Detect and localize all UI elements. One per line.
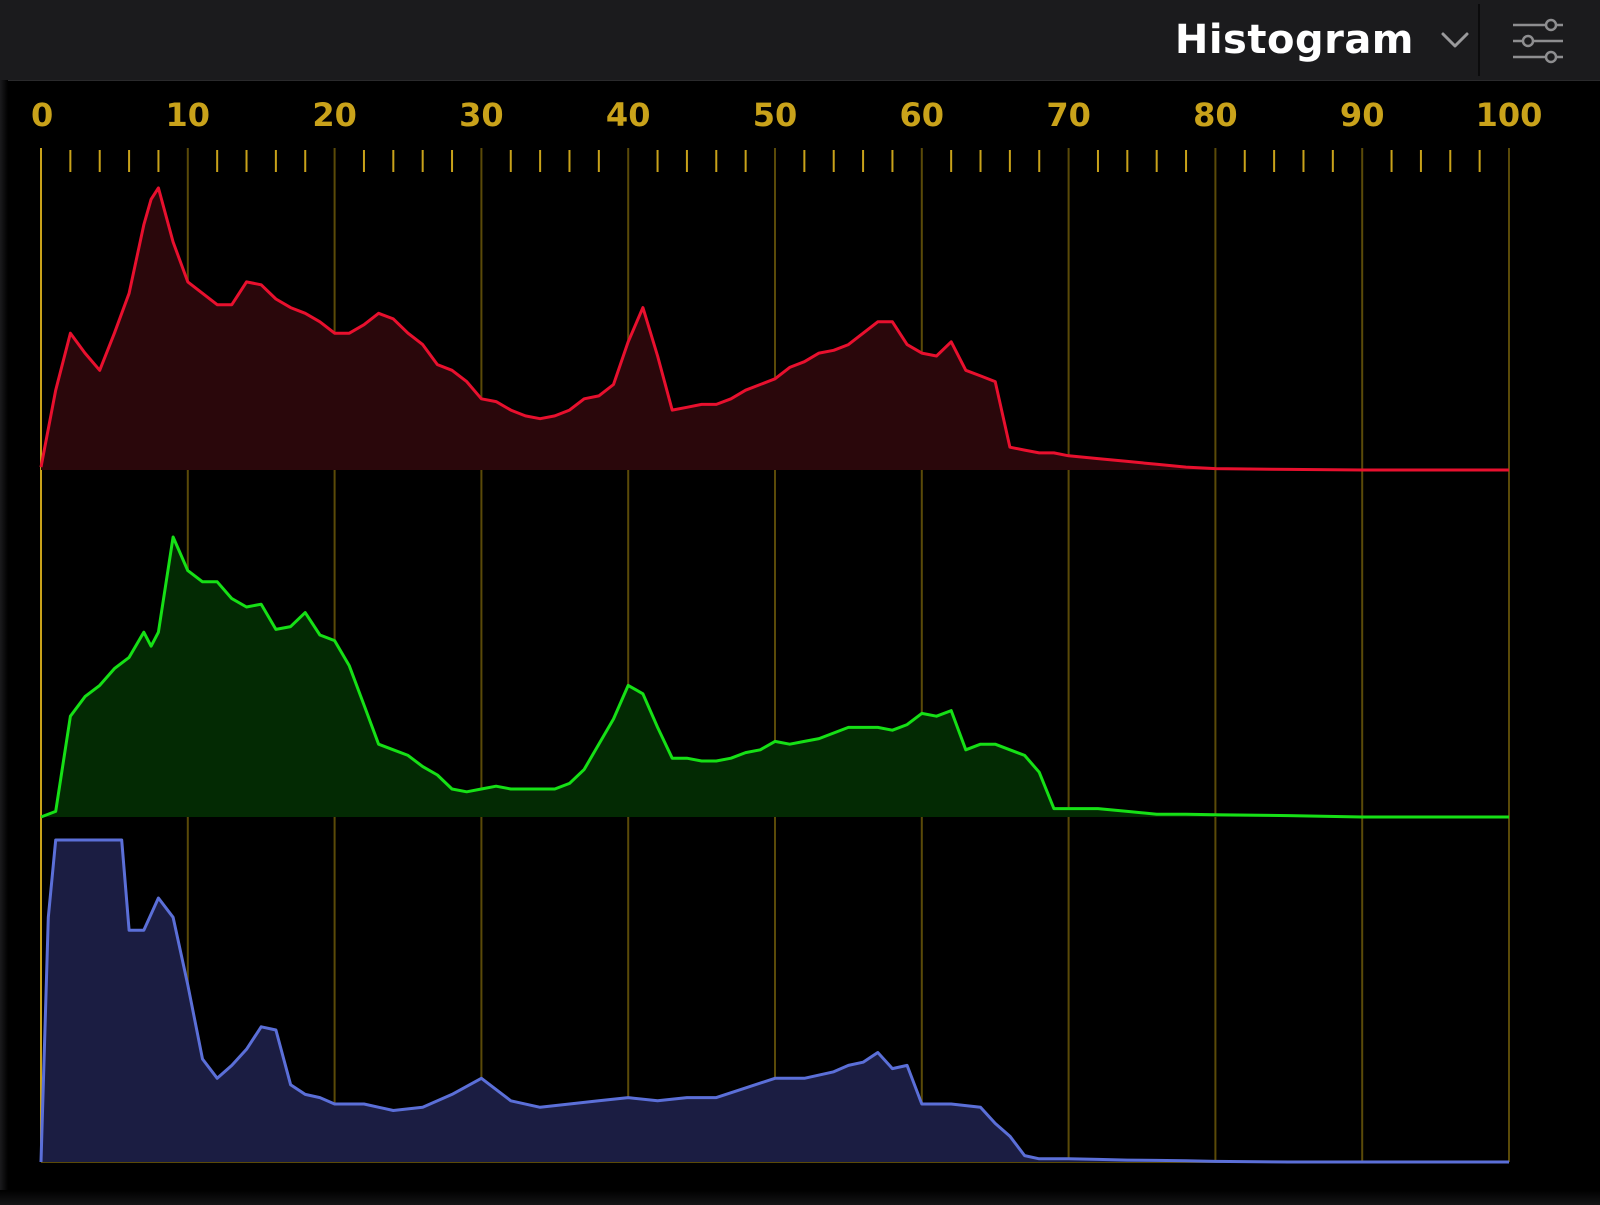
scope-settings-button[interactable]: [1508, 14, 1568, 68]
histogram-red-area: [41, 187, 1509, 470]
scope-type-dropdown[interactable]: Histogram: [1175, 0, 1470, 80]
tick-label-20: 20: [312, 96, 357, 134]
histogram-blue-line: [39, 838, 1509, 1164]
panel-footer: [0, 1190, 1600, 1205]
tick-label-70: 70: [1046, 96, 1091, 134]
histogram-blue-area: [41, 840, 1509, 1162]
scope-type-label: Histogram: [1174, 17, 1414, 63]
histogram-red-line: [39, 186, 1509, 472]
tick-label-50: 50: [753, 96, 798, 134]
histogram-green-line: [40, 535, 1509, 819]
tick-label-30: 30: [459, 96, 504, 134]
header-divider: [1478, 4, 1480, 76]
tick-label-80: 80: [1193, 96, 1238, 134]
histogram-scope: 0 10 20 30 40 50 60 70 80 90 100: [31, 96, 1543, 1164]
tick-label-0: 0: [31, 96, 53, 134]
tick-label-10: 10: [166, 96, 211, 134]
sliders-icon: [1513, 18, 1563, 64]
histogram-green-area: [41, 537, 1509, 817]
tick-label-60: 60: [900, 96, 945, 134]
tick-label-100: 100: [1476, 96, 1543, 134]
tick-label-40: 40: [606, 96, 651, 134]
chevron-down-icon: [1440, 25, 1470, 55]
panel-edge: [0, 80, 8, 1205]
panel-header: Histogram: [0, 0, 1600, 81]
tick-label-90: 90: [1340, 96, 1385, 134]
